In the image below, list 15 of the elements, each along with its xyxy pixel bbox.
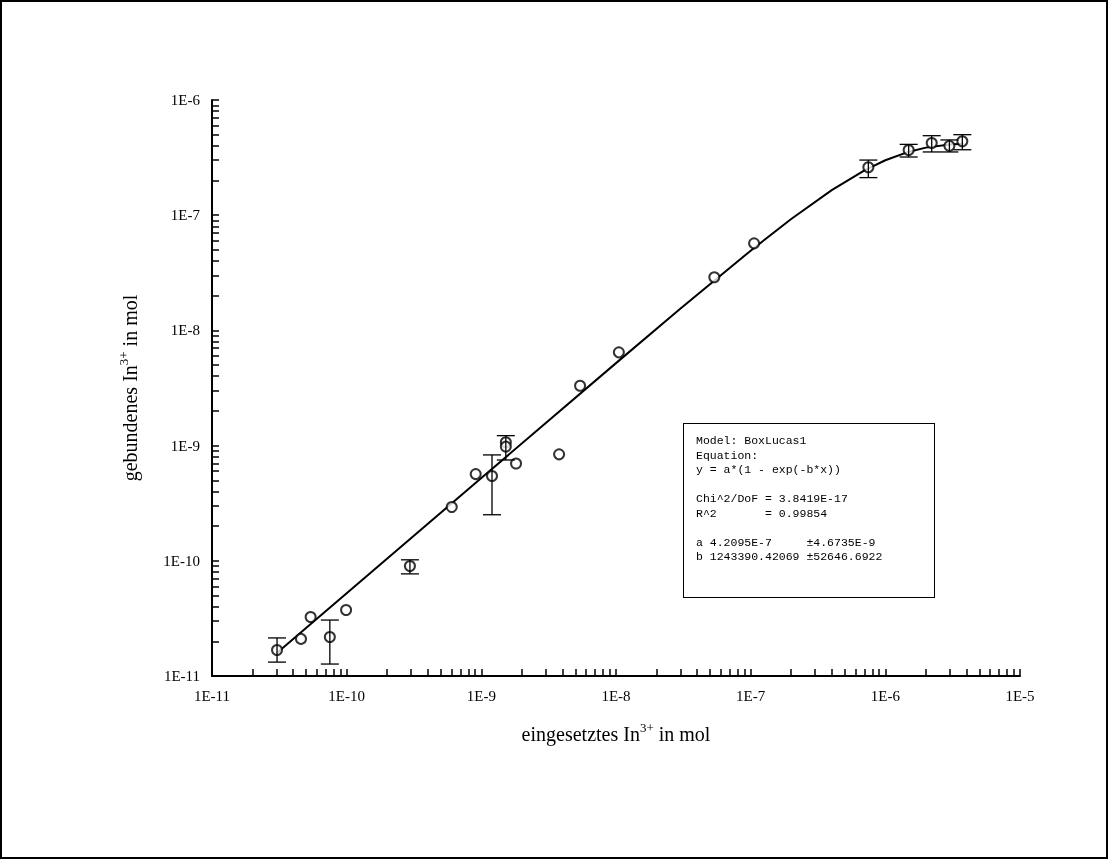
y-tick-label: 1E-6 (170, 92, 201, 108)
x-tick-label: 1E-7 (736, 687, 766, 704)
x-tick-label: 1E-8 (601, 687, 631, 704)
x-tick-label: 1E-5 (1005, 687, 1035, 704)
x-tick-label: 1E-11 (193, 687, 231, 704)
x-tick-label: 1E-10 (328, 687, 365, 704)
y-tick-label: 1E-8 (170, 322, 200, 339)
y-tick-label: 1E-9 (170, 437, 200, 454)
note-box: Model: BoxLucas1 Equation: y = a*(1 - exp(-b*x)) Chi^2/DoF = 3.8419E-17 R^2 = 0.99854 a 4.2095E-7 ±4.6735E-9 b 1243390.42069 ±52646.6922 (683, 423, 935, 598)
x-tick-label: 1E-6 (870, 687, 901, 704)
y-tick-label: 1E-11 (163, 668, 200, 684)
x-tick-label: 1E-9 (466, 687, 496, 704)
y-axis-title: gebundenes In3+ in mol (116, 294, 142, 482)
y-tick-label: 1E-10 (163, 552, 200, 569)
y-tick-label: 1E-7 (170, 207, 201, 224)
